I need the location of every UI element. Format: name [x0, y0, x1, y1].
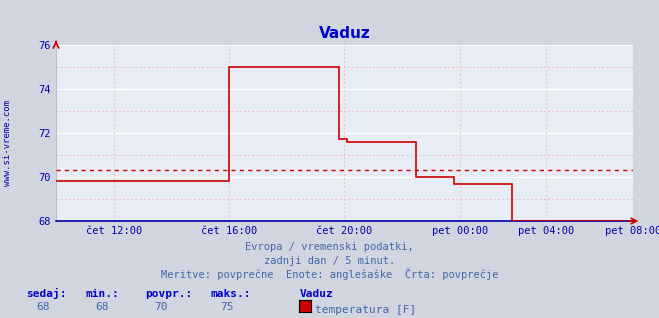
Text: 68: 68 [96, 302, 109, 312]
Text: Meritve: povprečne  Enote: anglešaške  Črta: povprečje: Meritve: povprečne Enote: anglešaške Črt… [161, 268, 498, 280]
Title: Vaduz: Vaduz [318, 25, 370, 41]
Text: min.:: min.: [86, 289, 119, 299]
Text: 75: 75 [221, 302, 234, 312]
Text: www.si-vreme.com: www.si-vreme.com [3, 100, 13, 186]
Text: zadnji dan / 5 minut.: zadnji dan / 5 minut. [264, 256, 395, 266]
Text: 70: 70 [155, 302, 168, 312]
Text: Evropa / vremenski podatki,: Evropa / vremenski podatki, [245, 242, 414, 252]
Text: 68: 68 [36, 302, 49, 312]
Text: sedaj:: sedaj: [26, 288, 67, 299]
Text: povpr.:: povpr.: [145, 289, 192, 299]
Text: Vaduz: Vaduz [300, 289, 333, 299]
Text: maks.:: maks.: [211, 289, 251, 299]
Text: temperatura [F]: temperatura [F] [315, 305, 416, 315]
